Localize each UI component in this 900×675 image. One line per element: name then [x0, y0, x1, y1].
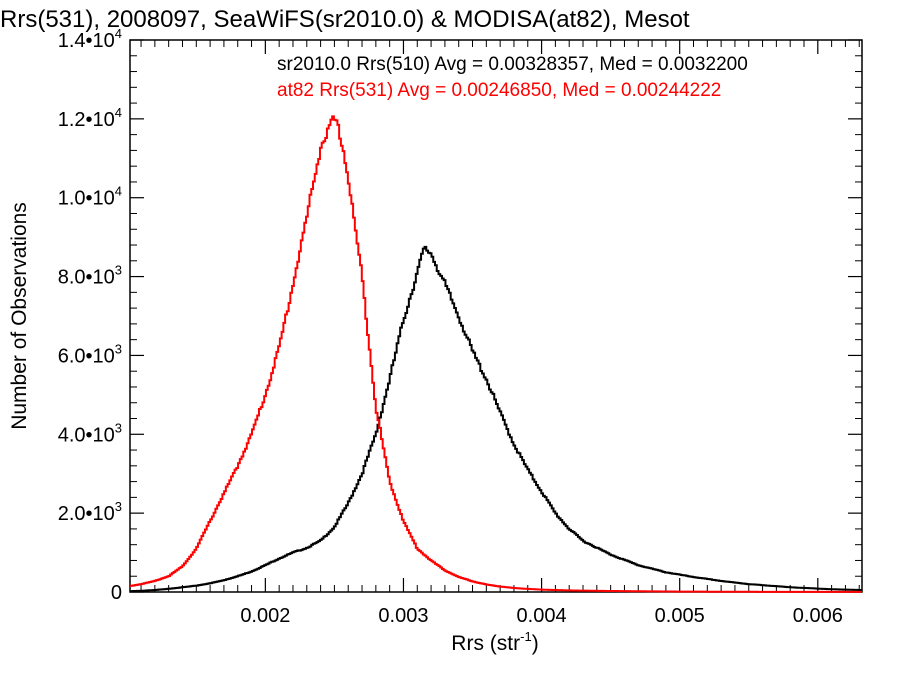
y-tick-mantissa: 0: [111, 582, 122, 604]
x-axis-label: Rrs (str-1): [451, 629, 538, 655]
legend-entry-red: at82 Rrs(531) Avg = 0.00246850, Med = 0.…: [277, 80, 721, 101]
y-tick-label: 1.0•104: [58, 184, 122, 210]
y-tick-exponent: 3: [115, 499, 122, 514]
y-tick-exponent: 3: [115, 420, 122, 435]
x-tick-label: 0.002: [240, 605, 290, 627]
series-layer: [130, 115, 862, 593]
plot-area: 02.0•1034.0•1036.0•1038.0•1031.0•1041.2•…: [58, 26, 863, 627]
y-axis: 02.0•1034.0•1036.0•1038.0•1031.0•1041.2•…: [58, 26, 862, 604]
y-tick-label: 1.4•104: [58, 26, 122, 52]
y-axis-label: Number of Observations: [8, 202, 31, 430]
y-tick-label: 0: [111, 582, 122, 604]
y-tick-label: 6.0•103: [58, 341, 122, 367]
y-tick-exponent: 3: [115, 341, 122, 356]
x-tick-label: 0.005: [655, 605, 705, 627]
y-tick-mantissa: 1.4•10: [58, 30, 115, 52]
x-axis-label-sup: -1: [520, 629, 532, 644]
plot-frame: [129, 39, 863, 593]
y-tick-label: 1.2•104: [58, 105, 122, 131]
y-tick-mantissa: 6.0•10: [58, 345, 115, 367]
y-tick-mantissa: 4.0•10: [58, 424, 115, 446]
y-tick-mantissa: 8.0•10: [58, 267, 115, 289]
y-tick-mantissa: 1.2•10: [58, 109, 115, 131]
chart-title: Rrs(531), 2008097, SeaWiFS(sr2010.0) & M…: [0, 6, 690, 33]
y-tick-mantissa: 1.0•10: [58, 188, 115, 210]
series-line-at82: [130, 115, 862, 593]
x-tick-label: 0.006: [793, 605, 843, 627]
y-tick-exponent: 4: [115, 105, 122, 120]
y-tick-label: 2.0•103: [58, 499, 122, 525]
y-tick-label: 4.0•103: [58, 420, 122, 446]
x-axis: 0.002 0.003 0.004 0.005 0.006: [140, 40, 860, 627]
y-tick-label: 8.0•103: [58, 263, 122, 289]
y-tick-mantissa: 2.0•10: [58, 503, 115, 525]
legend-entry-black: sr2010.0 Rrs(510) Avg = 0.00328357, Med …: [277, 54, 748, 75]
y-tick-exponent: 4: [115, 184, 122, 199]
y-tick-exponent: 4: [115, 26, 122, 41]
series-line-sr2010: [130, 245, 862, 593]
x-tick-label: 0.003: [378, 605, 428, 627]
x-tick-label: 0.004: [517, 605, 567, 627]
x-axis-label-end: ): [532, 632, 539, 655]
y-tick-exponent: 3: [115, 263, 122, 278]
x-axis-label-main: Rrs (str: [451, 632, 520, 655]
